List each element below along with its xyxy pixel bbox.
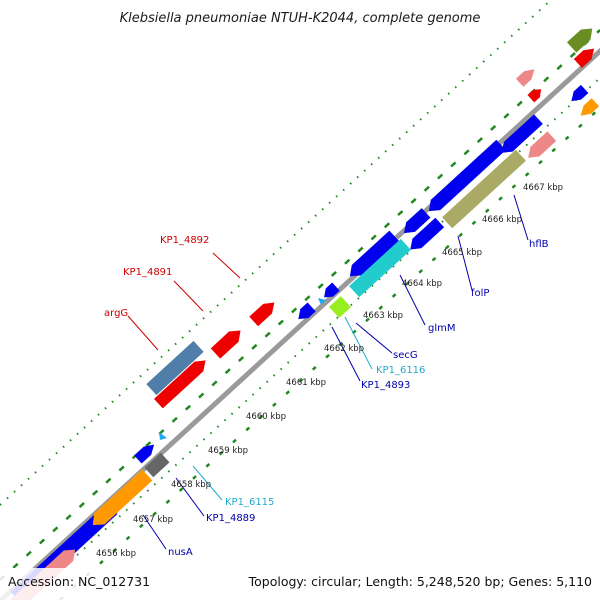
gc-skew-marks (0, 29, 600, 581)
gene-argg (146, 340, 204, 396)
gene-red-fwd-top (573, 48, 595, 68)
leader-kp1-4891 (173, 280, 204, 312)
leader-nusa (142, 514, 167, 550)
kbp-tick-label: 4665 kbp (442, 248, 482, 258)
leader-kp1-4892 (212, 252, 241, 279)
leader-glmm (399, 274, 426, 326)
kbp-tick-label: 4662 kbp (324, 344, 364, 354)
gene-labels: KP1_4892 KP1_4891 argG hflB folP glmM secG KP1_… (104, 235, 549, 558)
kbp-tick-label: 4663 kbp (363, 311, 403, 321)
kbp-tick-label: 4656 kbp (96, 549, 136, 559)
gene-label: KP1_4889 (206, 513, 255, 524)
gene-label: KP1_4891 (123, 267, 172, 278)
kbp-tick-label: 4667 kbp (523, 183, 563, 193)
leader-kp1-6116 (344, 316, 373, 370)
leader-argg (127, 315, 159, 351)
kbp-tick-label: 4664 kbp (402, 279, 442, 289)
gene-red-argg-lower (154, 360, 206, 409)
leader-folp (457, 235, 473, 291)
gene-kp1-4891 (210, 330, 241, 359)
gene-darkolive-fwd (566, 28, 593, 53)
leader-kp1-4889 (175, 477, 205, 517)
gene-kp1-6115 (159, 432, 167, 440)
label-leader-lines (127, 194, 529, 550)
gene-hflb (442, 149, 526, 229)
gene-kp1-4893 (298, 302, 316, 320)
gc-skew-marks-inner (59, 107, 600, 600)
gene-label: folP (471, 288, 489, 299)
kbp-tick-label: 4658 kbp (171, 480, 211, 490)
gene-blue-small-fwd (134, 444, 155, 464)
gene-label: KP1_4893 (361, 380, 410, 391)
topology-label: Topology: circular; Length: 5,248,520 bp… (248, 574, 592, 589)
gene-blue-rev-top (571, 84, 589, 102)
kbp-tick-label: 4659 kbp (208, 446, 248, 456)
leader-hflb (513, 194, 529, 241)
gene-nusa (92, 469, 153, 525)
kbp-tick-labels: 4656 kbp 4657 kbp 4658 kbp 4659 kbp 4660 kbp… (96, 183, 563, 559)
gene-label: argG (104, 308, 128, 319)
gene-blue-rev-4 (349, 230, 399, 277)
leader-kp1-4893 (331, 326, 361, 382)
gene-label: glmM (428, 323, 456, 334)
gene-kp1-6116 (329, 296, 351, 318)
gene-glmm (349, 238, 411, 298)
map-title: Klebsiella pneumoniae NTUH-K2044, comple… (120, 11, 481, 26)
kbp-tick-label: 4657 kbp (133, 515, 173, 525)
accession-label: Accession: NC_012731 (8, 574, 150, 589)
gene-label: secG (393, 350, 418, 361)
gene-folp (410, 217, 445, 250)
leader-secg (355, 322, 393, 354)
leader-kp1-6115 (192, 465, 223, 501)
gene-kp1-4889 (144, 452, 170, 478)
gene-secg (324, 282, 340, 298)
gene-orange-rev-top (580, 98, 600, 116)
kbp-tick-label: 4660 kbp (246, 412, 286, 422)
gene-pink-rev (528, 131, 557, 158)
gene-label: KP1_4892 (160, 235, 209, 246)
gene-blue-rev-2 (428, 139, 506, 212)
gene-red-small-fwd (527, 89, 542, 103)
gene-skyblue-small (318, 298, 326, 305)
kbp-tick-label: 4666 kbp (482, 215, 522, 225)
gene-kp1-4892 (249, 302, 275, 327)
gene-blue-rev-1 (501, 114, 543, 153)
gene-label: KP1_6115 (225, 497, 274, 508)
outer-gc-dots (0, 0, 553, 506)
gene-pink-fwd-top (515, 69, 535, 87)
gene-label: hflB (529, 239, 549, 250)
gene-label: KP1_6116 (376, 365, 425, 376)
kbp-tick-label: 4661 kbp (286, 378, 326, 388)
gene-blue-rev-3 (403, 208, 431, 234)
genome-backbone (0, 47, 600, 600)
gene-label: nusA (168, 547, 193, 558)
footer-bar: Accession: NC_012731 Topology: circular;… (0, 568, 600, 600)
